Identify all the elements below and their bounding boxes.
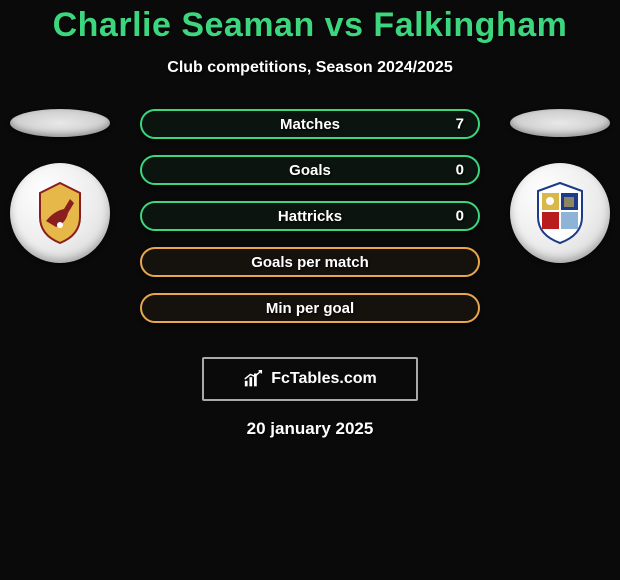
stat-label: Matches — [280, 116, 340, 133]
left-crest-icon — [24, 177, 96, 249]
stat-value: 7 — [456, 116, 464, 133]
page-title: Charlie Seaman vs Falkingham — [0, 0, 620, 45]
right-club-crest — [510, 163, 610, 263]
right-crest-icon — [524, 177, 596, 249]
stat-label: Min per goal — [266, 300, 354, 317]
left-club-crest — [10, 163, 110, 263]
date-text: 20 january 2025 — [0, 419, 620, 439]
right-player-photo-placeholder — [510, 109, 610, 137]
chart-icon — [243, 369, 265, 389]
stat-value: 0 — [456, 162, 464, 179]
stat-label: Goals per match — [251, 254, 369, 271]
branding-text: FcTables.com — [271, 370, 377, 388]
left-player-column — [0, 109, 120, 263]
subtitle: Club competitions, Season 2024/2025 — [0, 59, 620, 77]
stat-bar-min-per-goal: Min per goal — [140, 293, 480, 323]
comparison-layout: Matches 7 Goals 0 Hattricks 0 Goals per … — [0, 109, 620, 339]
stat-label: Hattricks — [278, 208, 342, 225]
stat-bars: Matches 7 Goals 0 Hattricks 0 Goals per … — [140, 109, 480, 323]
stat-bar-hattricks: Hattricks 0 — [140, 201, 480, 231]
branding-box[interactable]: FcTables.com — [202, 357, 418, 401]
stat-bar-matches: Matches 7 — [140, 109, 480, 139]
stat-label: Goals — [289, 162, 331, 179]
stat-bar-goals-per-match: Goals per match — [140, 247, 480, 277]
stat-value: 0 — [456, 208, 464, 225]
stat-bar-goals: Goals 0 — [140, 155, 480, 185]
left-player-photo-placeholder — [10, 109, 110, 137]
right-player-column — [500, 109, 620, 263]
